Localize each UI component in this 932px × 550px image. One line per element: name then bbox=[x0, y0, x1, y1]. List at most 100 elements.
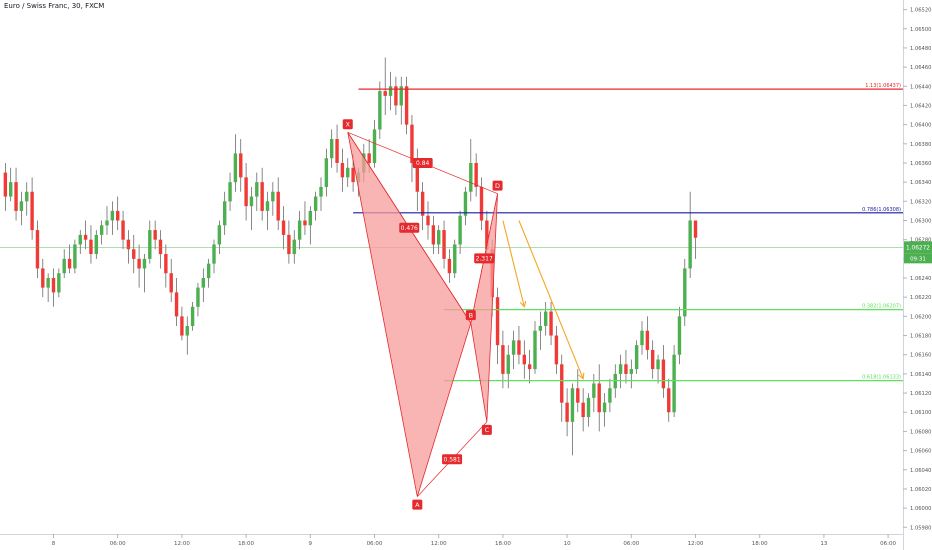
pattern-triangle-xab bbox=[347, 132, 472, 497]
candle bbox=[495, 287, 500, 365]
candle bbox=[522, 340, 526, 379]
candle-body bbox=[260, 182, 264, 211]
projection-arrow-line bbox=[502, 220, 525, 307]
pattern-point-bg bbox=[412, 499, 423, 510]
candle-body bbox=[19, 201, 24, 211]
candle bbox=[25, 182, 29, 216]
candle-body bbox=[105, 220, 109, 226]
price-tick-label: 1.06020 bbox=[910, 487, 931, 493]
candle bbox=[62, 249, 66, 279]
candle bbox=[420, 182, 425, 231]
candle bbox=[554, 325, 559, 374]
candle-body bbox=[570, 388, 575, 422]
fib-levels: 1.13(1.06437) 0.786(1.06308) 0.382(1.06207… bbox=[0, 83, 903, 382]
candle-body bbox=[576, 388, 580, 403]
projection-arrow-line bbox=[518, 220, 584, 379]
candle-body bbox=[281, 220, 286, 235]
candle-body bbox=[340, 162, 345, 178]
candle bbox=[549, 301, 553, 346]
price-tick-label: 1.06360 bbox=[910, 161, 931, 167]
candle bbox=[346, 158, 350, 187]
candle-body bbox=[463, 191, 468, 216]
time-tick-label: 06:00 bbox=[623, 541, 639, 547]
candle-body bbox=[121, 220, 125, 240]
candle bbox=[9, 167, 13, 202]
candle-body bbox=[25, 191, 29, 202]
candle bbox=[137, 244, 141, 288]
candle-body bbox=[51, 278, 56, 293]
candle-body bbox=[41, 268, 45, 288]
candle bbox=[538, 311, 543, 350]
candle-body bbox=[447, 258, 452, 274]
candle-body bbox=[83, 234, 88, 240]
candle bbox=[41, 258, 45, 298]
price-tick-label: 1.06200 bbox=[910, 314, 931, 320]
candle bbox=[618, 354, 623, 389]
price-tick-label: 1.06140 bbox=[910, 372, 931, 378]
candle-body bbox=[137, 258, 141, 269]
candle bbox=[206, 258, 211, 288]
candle bbox=[560, 354, 564, 422]
price-tick-label: 1.06000 bbox=[910, 506, 931, 512]
candle bbox=[308, 206, 312, 245]
price-tick-label: 1.06440 bbox=[910, 84, 931, 90]
price-tick-label: 1.06460 bbox=[910, 65, 931, 71]
candle bbox=[14, 167, 18, 221]
candle-body bbox=[442, 230, 446, 259]
candle bbox=[3, 162, 8, 211]
candle-body bbox=[618, 364, 623, 374]
symbol-title: Euro / Swiss Franc, 30, FXCM bbox=[4, 2, 105, 10]
candle bbox=[463, 186, 468, 226]
candle-body bbox=[185, 325, 189, 336]
candle-body bbox=[212, 244, 216, 264]
candle-body bbox=[292, 239, 296, 255]
candle bbox=[442, 220, 446, 269]
candle bbox=[544, 301, 548, 336]
candle-body bbox=[383, 91, 387, 96]
time-tick-label: 06:00 bbox=[367, 541, 383, 547]
candle bbox=[158, 230, 163, 269]
price-tick-label: 1.06220 bbox=[910, 295, 931, 301]
price-tick-label: 1.06340 bbox=[910, 180, 931, 186]
candle bbox=[239, 139, 243, 192]
candle bbox=[132, 234, 136, 274]
candle bbox=[169, 258, 173, 302]
countdown-tag-bg bbox=[904, 253, 932, 264]
price-tick-label: 1.06040 bbox=[910, 468, 931, 474]
candle-body bbox=[174, 292, 179, 317]
candle bbox=[602, 393, 607, 427]
candle bbox=[164, 244, 168, 288]
price-tick-label: 1.06500 bbox=[910, 27, 931, 33]
candle bbox=[190, 301, 195, 331]
candle-body bbox=[394, 86, 398, 106]
candle-body bbox=[46, 278, 50, 288]
candle-body bbox=[586, 397, 591, 418]
candle bbox=[105, 206, 109, 235]
candle-body bbox=[153, 230, 157, 240]
candle bbox=[501, 330, 505, 389]
candle bbox=[265, 191, 270, 231]
candle-body bbox=[244, 177, 248, 207]
candle-body bbox=[201, 278, 205, 288]
candle bbox=[99, 220, 104, 245]
candle bbox=[19, 191, 24, 226]
candle-body bbox=[399, 86, 403, 106]
candle-body bbox=[667, 388, 671, 413]
candle-body bbox=[651, 349, 655, 370]
candle bbox=[399, 76, 403, 125]
candle bbox=[634, 340, 639, 374]
pattern-point-text: X bbox=[346, 121, 351, 129]
candle-body bbox=[469, 162, 473, 192]
candle bbox=[313, 191, 318, 221]
candle-body bbox=[255, 182, 259, 197]
pattern-point-label: C bbox=[481, 424, 492, 435]
candle bbox=[415, 148, 419, 211]
candle bbox=[383, 57, 387, 116]
candle bbox=[212, 239, 216, 274]
ratio-label-text: 2.317 bbox=[476, 256, 493, 263]
pattern-point-label: B bbox=[465, 310, 476, 321]
ratio-label: 2.317 bbox=[474, 253, 495, 264]
candle bbox=[447, 249, 452, 283]
candle-body bbox=[485, 220, 489, 250]
